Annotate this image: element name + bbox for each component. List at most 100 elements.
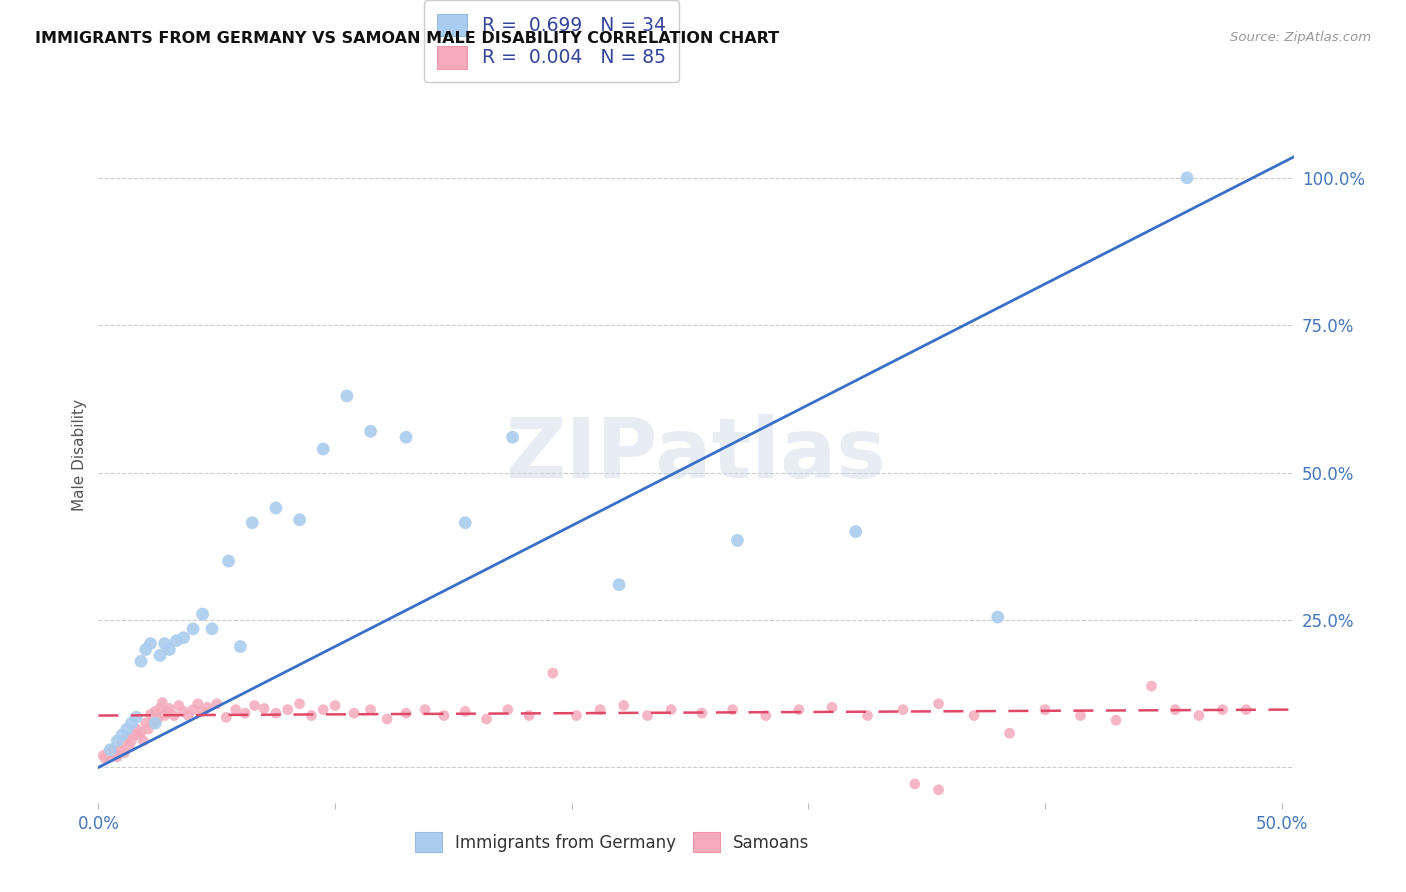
Point — [121, 734, 143, 748]
Point — [201, 622, 224, 636]
Point — [187, 697, 209, 711]
Point — [360, 703, 382, 717]
Point — [146, 712, 169, 726]
Point — [97, 746, 120, 760]
Point — [264, 706, 287, 721]
Point — [163, 708, 186, 723]
Point — [987, 610, 1010, 624]
Point — [114, 746, 136, 760]
Point — [157, 701, 180, 715]
Point — [845, 524, 868, 539]
Point — [891, 703, 914, 717]
Point — [375, 712, 398, 726]
Point — [1140, 679, 1163, 693]
Point — [240, 516, 263, 530]
Point — [111, 728, 134, 742]
Point — [1188, 708, 1211, 723]
Point — [755, 708, 778, 723]
Point — [122, 728, 145, 742]
Point — [129, 725, 152, 739]
Point — [1212, 703, 1234, 717]
Point — [143, 716, 166, 731]
Point — [233, 706, 256, 721]
Point — [856, 708, 879, 723]
Point — [721, 703, 744, 717]
Point — [215, 710, 238, 724]
Point — [928, 697, 950, 711]
Point — [496, 703, 519, 717]
Point — [218, 554, 240, 568]
Point — [589, 703, 612, 717]
Point — [395, 706, 418, 721]
Point — [502, 430, 524, 444]
Point — [125, 722, 148, 736]
Point — [253, 701, 276, 715]
Point — [121, 716, 143, 731]
Point — [1175, 170, 1198, 185]
Point — [173, 631, 195, 645]
Point — [541, 666, 564, 681]
Point — [395, 430, 418, 444]
Point — [607, 577, 630, 591]
Point — [135, 642, 157, 657]
Point — [142, 716, 165, 731]
Y-axis label: Male Disability: Male Disability — [72, 399, 87, 511]
Point — [312, 442, 335, 456]
Point — [191, 607, 214, 621]
Point — [343, 706, 366, 721]
Point — [166, 633, 188, 648]
Point — [136, 722, 159, 736]
Point — [153, 637, 176, 651]
Point — [690, 706, 713, 721]
Point — [323, 698, 346, 713]
Point — [475, 712, 498, 726]
Point — [143, 705, 166, 719]
Point — [225, 703, 247, 717]
Point — [115, 731, 138, 745]
Point — [150, 696, 173, 710]
Point — [565, 708, 588, 723]
Point — [108, 743, 131, 757]
Point — [125, 710, 148, 724]
Point — [115, 722, 138, 736]
Point — [129, 654, 152, 668]
Point — [104, 747, 127, 762]
Point — [288, 697, 311, 711]
Point — [91, 748, 114, 763]
Point — [288, 513, 311, 527]
Point — [243, 698, 266, 713]
Point — [787, 703, 810, 717]
Point — [153, 708, 176, 723]
Point — [167, 698, 190, 713]
Point — [139, 637, 162, 651]
Point — [433, 708, 456, 723]
Point — [139, 707, 162, 722]
Text: ZIPatlas: ZIPatlas — [506, 415, 886, 495]
Point — [454, 705, 477, 719]
Point — [135, 716, 157, 731]
Point — [195, 700, 218, 714]
Point — [454, 516, 477, 530]
Point — [998, 726, 1021, 740]
Point — [613, 698, 636, 713]
Point — [181, 703, 204, 717]
Point — [229, 640, 252, 654]
Point — [659, 703, 682, 717]
Point — [517, 708, 540, 723]
Point — [149, 701, 172, 715]
Point — [725, 533, 748, 548]
Point — [1070, 708, 1092, 723]
Point — [636, 708, 658, 723]
Point — [98, 749, 121, 764]
Point — [928, 782, 950, 797]
Point — [101, 743, 124, 757]
Point — [181, 622, 204, 636]
Point — [336, 389, 359, 403]
Point — [128, 728, 150, 742]
Point — [173, 705, 195, 719]
Point — [413, 703, 436, 717]
Point — [277, 703, 299, 717]
Text: IMMIGRANTS FROM GERMANY VS SAMOAN MALE DISABILITY CORRELATION CHART: IMMIGRANTS FROM GERMANY VS SAMOAN MALE D… — [35, 31, 779, 46]
Point — [264, 500, 287, 515]
Point — [157, 642, 180, 657]
